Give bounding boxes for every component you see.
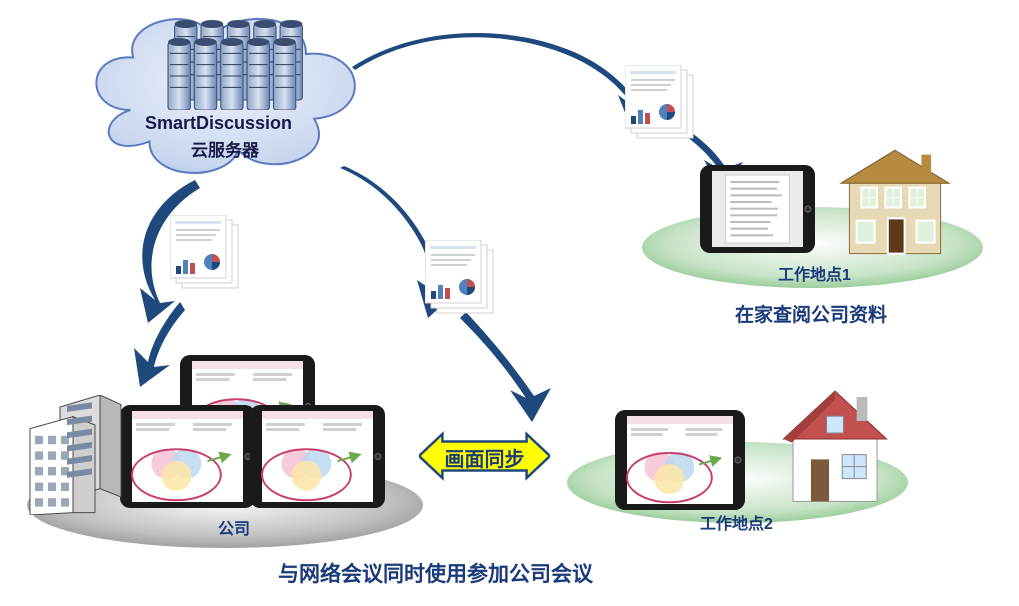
tablet-loc2 — [615, 410, 745, 515]
mid-down — [460, 312, 551, 422]
tablet-company-left — [120, 405, 255, 513]
doc-stack-mid — [425, 240, 495, 320]
cloud-title: SmartDiscussion — [145, 113, 292, 134]
sync-label: 画面同步 — [419, 443, 550, 472]
doc-stack-left — [170, 215, 240, 295]
label-home-read: 在家查阅公司资料 — [735, 300, 887, 327]
tablet-company-right — [250, 405, 385, 513]
office-building — [25, 395, 125, 520]
doc-stack-right — [625, 65, 695, 145]
house-location1 — [835, 148, 955, 263]
server-cluster — [165, 15, 310, 115]
tablet-loc1 — [700, 165, 815, 258]
label-loc2: 工作地点2 — [700, 510, 773, 534]
label-bottom: 与网络会议同时使用参加公司会议 — [278, 558, 593, 588]
left-down — [134, 302, 185, 387]
house-location2 — [775, 385, 895, 510]
label-loc1: 工作地点1 — [778, 261, 851, 285]
label-company: 公司 — [218, 515, 250, 539]
cloud-subtitle: 云服务器 — [191, 136, 259, 161]
cloud-to-right — [352, 33, 660, 130]
